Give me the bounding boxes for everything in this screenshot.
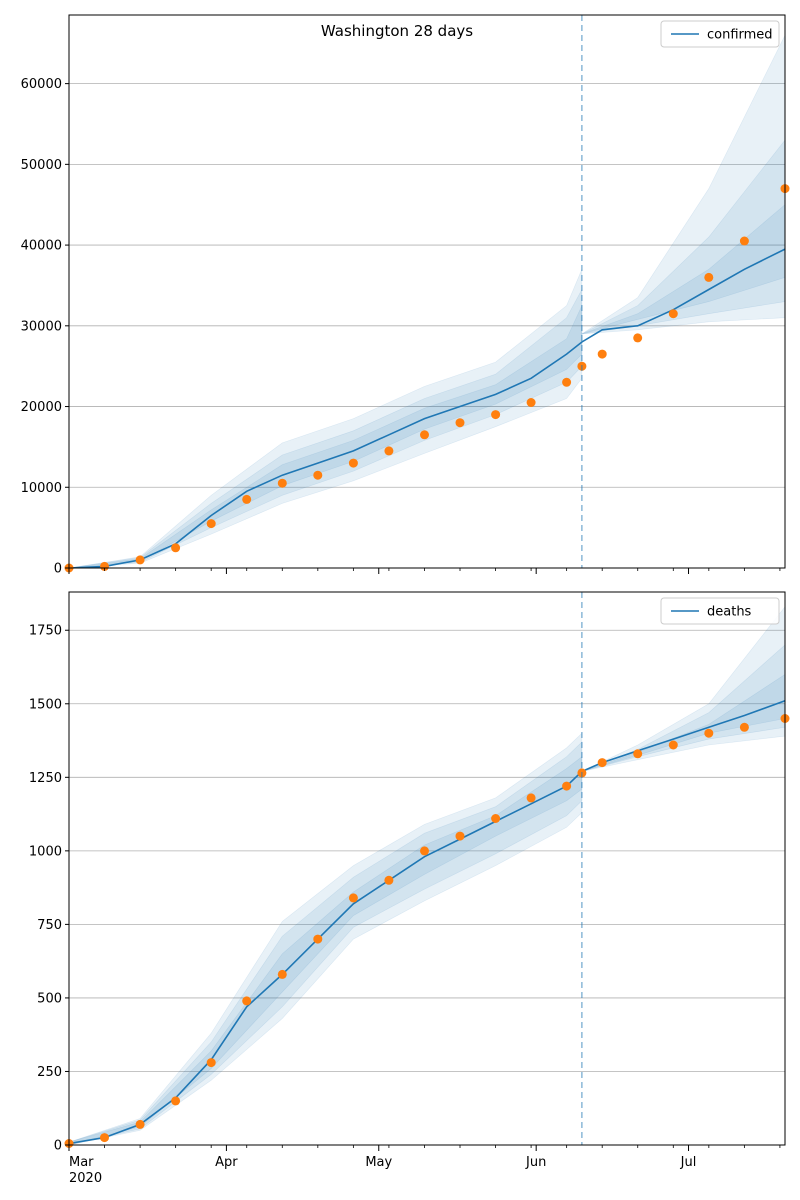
y-tick-label: 30000 — [21, 319, 62, 334]
x-tick-label: Jun — [525, 1155, 546, 1170]
plot-frame — [68, 14, 786, 569]
observed-point — [704, 272, 714, 282]
observed-point — [171, 1096, 181, 1106]
observed-point — [384, 875, 394, 885]
observed-point — [171, 543, 181, 553]
observed-point — [704, 728, 714, 738]
y-tick-label: 50000 — [21, 158, 62, 173]
observed-point — [242, 996, 252, 1006]
observed-point — [739, 722, 749, 732]
observed-point — [420, 430, 429, 440]
x-tick-label: Mar — [69, 1155, 94, 1170]
observed-point — [455, 831, 465, 841]
observed-point — [455, 418, 465, 428]
observed-point — [100, 561, 109, 571]
chart-title: Washington 28 days — [321, 22, 473, 40]
x-tick-label: 2020 — [69, 1171, 102, 1186]
confirmed-panel: Washington 28 days 0 10000 20000 30000 40000… — [21, 14, 790, 577]
observed-point — [135, 555, 145, 565]
observed-point — [313, 470, 323, 480]
observed-point — [739, 236, 749, 246]
legend-label: deaths — [707, 605, 752, 620]
observed-point — [597, 758, 607, 768]
observed-point — [135, 1119, 145, 1129]
y-tick-label: 0 — [54, 1139, 62, 1154]
x-tick-label: Apr — [215, 1155, 238, 1170]
observed-point — [348, 893, 358, 903]
observed-point — [491, 410, 501, 420]
x-tick-label: May — [365, 1155, 392, 1170]
y-tick-label: 500 — [37, 991, 62, 1006]
observed-point — [348, 458, 358, 468]
model-line — [68, 700, 786, 1145]
observed-point — [668, 740, 678, 750]
observed-point — [420, 846, 429, 856]
legend-label: confirmed — [707, 28, 773, 43]
observed-point — [562, 377, 572, 387]
x-tick-label: Jul — [680, 1155, 697, 1170]
model-line — [68, 248, 786, 569]
observed-point — [633, 333, 643, 343]
observed-point — [206, 1058, 216, 1068]
y-tick-label: 20000 — [21, 400, 62, 415]
y-tick-label: 250 — [37, 1065, 62, 1080]
y-tick-label: 60000 — [21, 77, 62, 92]
uncertainty-band — [68, 756, 583, 1146]
legend-box — [660, 20, 780, 48]
y-tick-label: 1500 — [29, 697, 62, 712]
observed-point — [242, 494, 252, 504]
y-tick-label: 10000 — [21, 481, 62, 496]
observed-point — [597, 349, 607, 359]
observed-point — [491, 814, 501, 823]
y-tick-label: 0 — [54, 562, 62, 577]
observed-point — [384, 446, 394, 456]
observed-point — [277, 969, 287, 979]
y-tick-label: 40000 — [21, 239, 62, 254]
observed-point — [313, 934, 323, 944]
y-tick-label: 1250 — [29, 771, 62, 786]
observed-point — [206, 519, 216, 529]
observed-point — [100, 1133, 109, 1143]
observed-point — [277, 478, 287, 488]
observed-point — [668, 309, 678, 319]
plot-frame — [68, 591, 786, 1146]
legend-box — [660, 597, 780, 625]
observed-point — [562, 781, 572, 791]
y-tick-label: 1750 — [29, 624, 62, 639]
observed-point — [526, 793, 536, 803]
y-tick-label: 1000 — [29, 844, 62, 859]
uncertainty-band — [68, 269, 583, 569]
observed-point — [633, 749, 643, 759]
observed-point — [526, 398, 536, 407]
y-tick-label: 750 — [37, 918, 62, 933]
